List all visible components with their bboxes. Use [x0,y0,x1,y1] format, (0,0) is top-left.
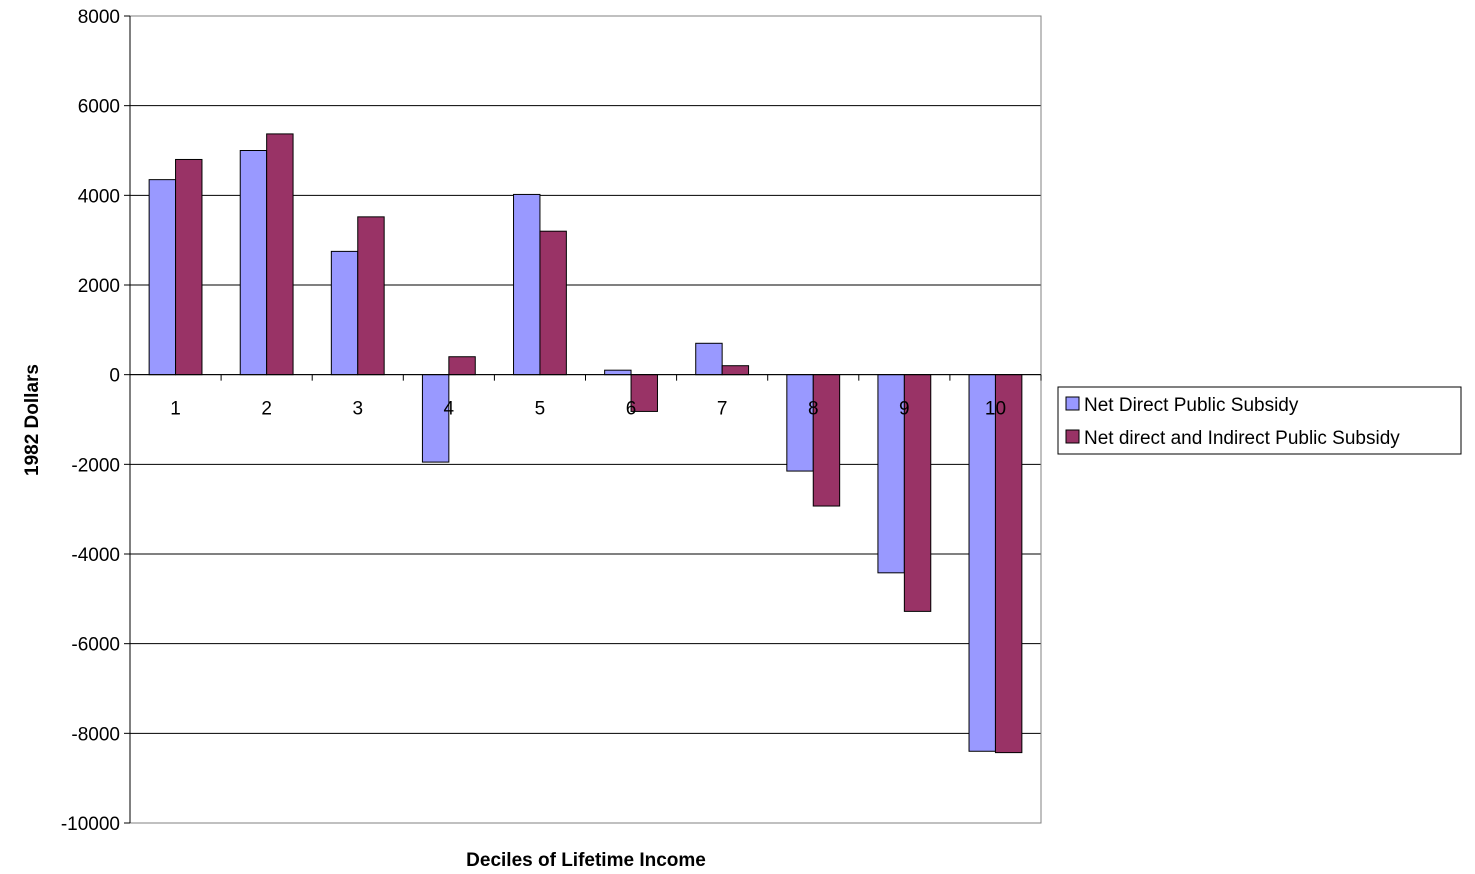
bar-series1-decile-3 [330,250,359,376]
x-tick-label: 2 [261,399,272,420]
bar-series1-decile-5 [513,193,541,376]
x-tick-label: 9 [899,399,910,420]
y-axis-title: 1982 Dollars [22,364,43,476]
x-tick-label: 1 [170,399,181,420]
x-axis: 1 2 3 4 5 6 7 8 9 10 [129,374,1042,420]
y-tick-label: 6000 [78,97,120,118]
bar-series2-decile-2 [266,133,294,376]
bar-series1-decile-10 [968,374,996,752]
y-tick-label: 0 [109,366,120,387]
bar-series2-decile-9 [903,374,932,612]
x-tick-label: 4 [444,399,455,420]
legend-swatch-net-direct [1065,396,1080,411]
bar-series1-decile-4 [421,374,450,463]
bar-series1-decile-1 [148,179,177,376]
y-tick-label: 4000 [78,186,120,207]
bar-series1-decile-2 [239,150,268,376]
legend-label-net-direct: Net Direct Public Subsidy [1084,395,1299,416]
bar-series2-decile-5 [539,230,567,376]
y-tick-label: -10000 [61,814,120,835]
x-axis-title: Deciles of Lifetime Income [466,850,706,871]
bar-series1-decile-6 [604,369,632,376]
bar-series2-decile-7 [721,365,750,376]
x-tick-label: 5 [535,399,546,420]
bar-series1-decile-9 [877,374,905,574]
bar-series2-decile-6 [630,374,658,412]
x-tick-label: 6 [626,399,637,420]
bar-series1-decile-7 [695,342,723,376]
legend-swatch-net-direct-indirect [1065,429,1080,444]
bar-series [148,133,1023,754]
bar-series2-decile-10 [994,374,1023,754]
legend: Net Direct Public Subsidy Net direct and… [1057,386,1462,455]
bar-series2-decile-4 [448,356,476,376]
x-tick-label: 8 [808,399,819,420]
y-tick-label: 2000 [78,276,120,297]
legend-box [1057,386,1462,455]
x-tick-label: 7 [717,399,728,420]
y-tick-label: -2000 [71,455,120,476]
y-axis: 8000 6000 4000 2000 0 -2000 -4000 -6000 -8000 -10… [61,7,131,835]
x-tick-label: 10 [985,399,1006,420]
bar-series2-decile-1 [175,158,203,376]
bar-series1-decile-8 [786,374,814,472]
y-tick-label: -8000 [71,724,120,745]
bar-series2-decile-3 [357,216,385,376]
legend-label-net-direct-indirect: Net direct and Indirect Public Subsidy [1084,428,1400,449]
y-tick-label: -6000 [71,635,120,656]
x-tick-label: 3 [352,399,363,420]
y-tick-label: 8000 [78,7,120,28]
y-tick-label: -4000 [71,545,120,566]
bar-series2-decile-8 [812,374,841,507]
